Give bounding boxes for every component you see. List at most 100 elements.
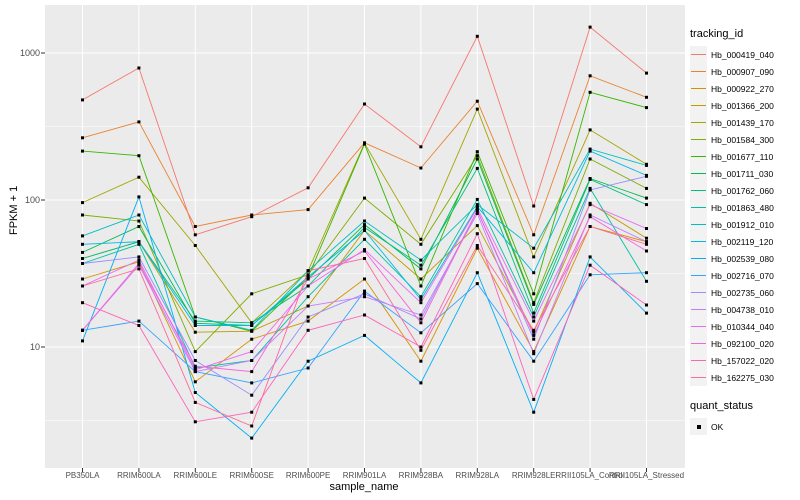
data-point [250, 393, 254, 397]
data-point [81, 262, 84, 265]
data-point [81, 149, 84, 153]
data-point [137, 262, 141, 265]
data-point [645, 227, 648, 230]
data-point [363, 196, 366, 200]
data-point [419, 277, 423, 281]
data-point [306, 275, 310, 279]
data-point [645, 303, 648, 307]
data-point [81, 242, 84, 246]
legend-key-swatch [690, 63, 707, 80]
data-point [250, 350, 254, 354]
legend-key-swatch [690, 418, 707, 435]
data-point [475, 166, 479, 170]
data-point [137, 240, 141, 244]
data-point [645, 163, 648, 167]
black-square-point-icon [697, 425, 701, 429]
data-point [81, 136, 84, 140]
x-tick-label-RRIM600PE: RRIM600PE [285, 471, 331, 480]
legend-line-icon [691, 241, 706, 242]
data-point [81, 234, 84, 238]
legend-title-quant-status: quant_status [690, 400, 753, 412]
legend-item-label: Hb_001677_110 [711, 151, 774, 162]
data-point [475, 34, 479, 38]
data-point [137, 225, 141, 228]
data-point [306, 319, 310, 323]
legend-line-icon [691, 224, 706, 225]
data-point [532, 246, 536, 250]
legend-item-Hb_010344_040: Hb_010344_040 [690, 318, 798, 335]
data-point [81, 277, 84, 281]
legend-line-icon [691, 173, 706, 174]
legend-item-Hb_001366_200: Hb_001366_200 [690, 97, 798, 114]
data-point [588, 149, 592, 153]
data-point [419, 166, 423, 170]
data-point [81, 284, 84, 288]
data-point [137, 120, 141, 124]
x-tick-label-RRII105LA_Stressed: RRII105LA_Stressed [608, 471, 685, 480]
legend-item-Hb_002735_060: Hb_002735_060 [690, 284, 798, 301]
legend-item-Hb_092100_020: Hb_092100_020 [690, 335, 798, 352]
data-point [137, 242, 141, 246]
data-point [363, 257, 366, 260]
legend-line-icon [691, 190, 706, 191]
data-point [532, 292, 536, 296]
data-point [193, 366, 197, 370]
data-point [588, 213, 592, 217]
data-point [137, 154, 141, 158]
legend-key-swatch [690, 250, 707, 267]
legend-key-swatch [690, 46, 707, 63]
legend-item-label: Hb_001711_030 [711, 168, 774, 179]
data-point [250, 292, 254, 296]
legend-key-swatch [690, 318, 707, 335]
data-point [193, 321, 197, 325]
legend-line-icon [691, 207, 706, 208]
legend-key-swatch [690, 80, 707, 97]
data-point [475, 99, 479, 103]
data-point [419, 331, 423, 335]
data-point [193, 391, 197, 394]
x-tick-label-PB350LA: PB350LA [65, 471, 100, 480]
data-point [645, 95, 648, 99]
data-point [475, 224, 479, 228]
legend-item-Hb_001912_010: Hb_001912_010 [690, 216, 798, 233]
data-point [363, 226, 366, 229]
data-point [363, 313, 366, 317]
legend-item-Hb_002716_070: Hb_002716_070 [690, 267, 798, 284]
data-point [137, 219, 141, 223]
data-point [475, 203, 479, 207]
data-point [588, 90, 592, 94]
y-tick-label-1000: 1000 [19, 48, 40, 58]
data-point [419, 295, 423, 299]
legend: tracking_id Hb_000419_040 Hb_000907_090 Hb… [690, 28, 798, 435]
data-point [419, 237, 423, 241]
data-point [81, 98, 84, 102]
legend-line-icon [691, 105, 706, 106]
data-point [475, 271, 479, 275]
y-tick-label-10: 10 [29, 342, 40, 352]
data-point [250, 370, 254, 374]
data-point [250, 381, 254, 385]
legend-line-icon [691, 360, 706, 361]
data-point [81, 301, 84, 305]
data-point [363, 249, 366, 253]
data-point [532, 301, 536, 305]
legend-line-icon [691, 122, 706, 123]
legend-key-swatch [690, 233, 707, 250]
quant-status-legend: quant_status OK [690, 400, 798, 435]
data-point [81, 213, 84, 217]
data-point [193, 233, 197, 237]
data-point [475, 212, 479, 215]
data-point [588, 177, 592, 181]
data-point [306, 186, 310, 190]
data-point [645, 71, 648, 75]
legend-item-Hb_004738_010: Hb_004738_010 [690, 301, 798, 318]
data-point [363, 289, 366, 293]
data-point [193, 319, 197, 323]
x-tick-label-RRIM901LA: RRIM901LA [342, 471, 387, 480]
data-point [306, 359, 310, 363]
data-point [363, 219, 366, 223]
data-point [193, 324, 197, 327]
x-tick-label-RRIM600LE: RRIM600LE [173, 471, 218, 480]
legend-line-icon [691, 71, 706, 72]
